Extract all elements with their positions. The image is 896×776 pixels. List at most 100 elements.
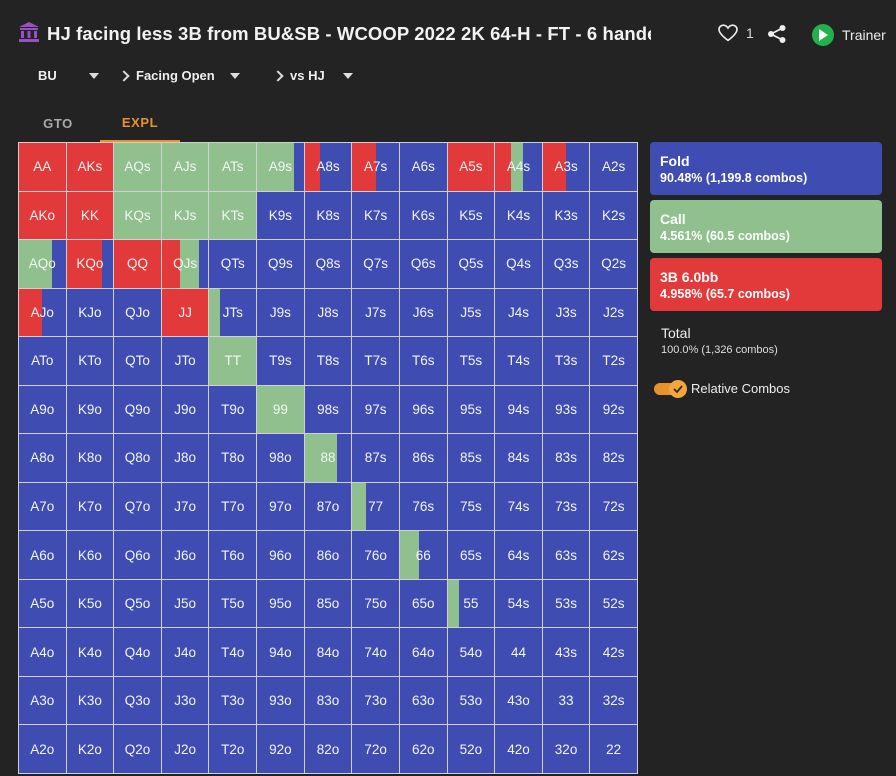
relative-combos-toggle[interactable]: Relative Combos xyxy=(650,380,882,398)
hand-cell[interactable]: Q4o xyxy=(114,628,162,677)
hand-cell[interactable]: 96s xyxy=(399,385,448,435)
hand-cell[interactable]: K6s xyxy=(399,191,448,241)
like-button[interactable]: 1 xyxy=(718,24,754,42)
hand-cell[interactable]: T6s xyxy=(399,337,448,386)
hand-cell[interactable]: AQs xyxy=(114,143,162,192)
hand-cell[interactable]: T3s xyxy=(542,337,591,386)
hand-cell[interactable]: KTo xyxy=(66,337,115,386)
hand-cell[interactable]: K8s xyxy=(304,191,353,241)
hand-cell[interactable]: QTo xyxy=(114,337,162,386)
hand-cell[interactable]: 92s xyxy=(590,385,638,435)
hand-cell[interactable]: AQo xyxy=(19,240,67,289)
hand-cell[interactable]: J7o xyxy=(161,482,210,532)
hand-cell[interactable]: J7s xyxy=(352,288,400,338)
hand-cell[interactable]: 83s xyxy=(542,434,591,483)
versus-dropdown[interactable]: vs HJ xyxy=(272,68,353,83)
hand-cell[interactable]: 76o xyxy=(352,531,400,580)
hand-cell[interactable]: 93o xyxy=(257,676,305,726)
hand-cell[interactable]: K2s xyxy=(590,191,638,241)
hand-cell[interactable]: 95o xyxy=(257,579,305,629)
hand-cell[interactable]: 86s xyxy=(399,434,448,483)
hand-cell[interactable]: J2s xyxy=(590,288,638,338)
hand-cell[interactable]: AKs xyxy=(66,143,115,192)
hand-cell[interactable]: Q7s xyxy=(352,240,400,289)
hand-cell[interactable]: Q2s xyxy=(590,240,638,289)
hand-cell[interactable]: T7o xyxy=(209,482,258,532)
hand-cell[interactable]: Q7o xyxy=(114,482,162,532)
hand-cell[interactable]: A5o xyxy=(19,579,67,629)
hand-cell[interactable]: 85o xyxy=(304,579,353,629)
hand-cell[interactable]: KJs xyxy=(161,191,210,241)
hand-cell[interactable]: K8o xyxy=(66,434,115,483)
hand-cell[interactable]: T7s xyxy=(352,337,400,386)
hand-cell[interactable]: A6s xyxy=(399,143,448,192)
hand-cell[interactable]: ATo xyxy=(19,337,67,386)
hand-cell[interactable]: 65s xyxy=(447,531,496,580)
hand-cell[interactable]: 87o xyxy=(304,482,353,532)
hand-cell[interactable]: K7s xyxy=(352,191,400,241)
hand-cell[interactable]: 96o xyxy=(257,531,305,580)
hand-cell[interactable]: 43s xyxy=(542,628,591,677)
hand-cell[interactable]: 74o xyxy=(352,628,400,677)
hand-cell[interactable]: T8s xyxy=(304,337,353,386)
hand-cell[interactable]: Q6o xyxy=(114,531,162,580)
hand-cell[interactable]: A9s xyxy=(257,143,305,192)
hand-cell[interactable]: 94o xyxy=(257,628,305,677)
hand-cell[interactable]: J4o xyxy=(161,628,210,677)
hand-cell[interactable]: 66 xyxy=(399,531,448,580)
hand-cell[interactable]: J5s xyxy=(447,288,496,338)
hand-cell[interactable]: KTs xyxy=(209,191,258,241)
hand-cell[interactable]: JTo xyxy=(161,337,210,386)
tab-gto[interactable]: GTO xyxy=(43,115,73,131)
hand-cell[interactable]: Q2o xyxy=(114,725,162,774)
hand-cell[interactable]: 55 xyxy=(447,579,496,629)
hand-cell[interactable]: 83o xyxy=(304,676,353,726)
hand-cell[interactable]: 62o xyxy=(399,725,448,774)
hand-cell[interactable]: JTs xyxy=(209,288,258,338)
legend-fold[interactable]: Fold 90.48% (1,199.8 combos) xyxy=(650,142,882,195)
hand-cell[interactable]: A4s xyxy=(495,143,543,192)
hand-cell[interactable]: J6s xyxy=(399,288,448,338)
hand-cell[interactable]: A7s xyxy=(352,143,400,192)
hand-cell[interactable]: 97o xyxy=(257,482,305,532)
hand-cell[interactable]: J6o xyxy=(161,531,210,580)
hand-cell[interactable]: 54o xyxy=(447,628,496,677)
hand-cell[interactable]: KK xyxy=(66,191,115,241)
hand-cell[interactable]: 94s xyxy=(495,385,543,435)
hand-cell[interactable]: 86o xyxy=(304,531,353,580)
hand-cell[interactable]: T5o xyxy=(209,579,258,629)
hand-cell[interactable]: J9s xyxy=(257,288,305,338)
hand-cell[interactable]: 97s xyxy=(352,385,400,435)
hand-cell[interactable]: AA xyxy=(19,143,67,192)
hand-cell[interactable]: T9o xyxy=(209,385,258,435)
hand-cell[interactable]: 84o xyxy=(304,628,353,677)
hand-cell[interactable]: TT xyxy=(209,337,258,386)
hand-cell[interactable]: 75s xyxy=(447,482,496,532)
hand-cell[interactable]: T5s xyxy=(447,337,496,386)
hand-cell[interactable]: JJ xyxy=(161,288,210,338)
hand-cell[interactable]: A2o xyxy=(19,725,67,774)
hand-cell[interactable]: K3o xyxy=(66,676,115,726)
hand-cell[interactable]: 74s xyxy=(495,482,543,532)
trainer-button[interactable]: Trainer xyxy=(812,24,886,46)
hand-cell[interactable]: 84s xyxy=(495,434,543,483)
hand-cell[interactable]: 85s xyxy=(447,434,496,483)
hand-cell[interactable]: 42o xyxy=(495,725,543,774)
hand-cell[interactable]: Q8o xyxy=(114,434,162,483)
hand-cell[interactable]: 93s xyxy=(542,385,591,435)
hand-cell[interactable]: Q3s xyxy=(542,240,591,289)
hand-cell[interactable]: T2s xyxy=(590,337,638,386)
legend-raise[interactable]: 3B 6.0bb 4.958% (65.7 combos) xyxy=(650,258,882,311)
hand-cell[interactable]: 72o xyxy=(352,725,400,774)
hand-cell[interactable]: K5s xyxy=(447,191,496,241)
hand-cell[interactable]: KQs xyxy=(114,191,162,241)
hand-cell[interactable]: J3s xyxy=(542,288,591,338)
hand-cell[interactable]: 72s xyxy=(590,482,638,532)
hand-cell[interactable]: AKo xyxy=(19,191,67,241)
hand-cell[interactable]: Q9s xyxy=(257,240,305,289)
hand-cell[interactable]: K6o xyxy=(66,531,115,580)
hand-cell[interactable]: Q9o xyxy=(114,385,162,435)
hand-cell[interactable]: 32o xyxy=(542,725,591,774)
hand-cell[interactable]: KQo xyxy=(66,240,115,289)
hand-cell[interactable]: KJo xyxy=(66,288,115,338)
